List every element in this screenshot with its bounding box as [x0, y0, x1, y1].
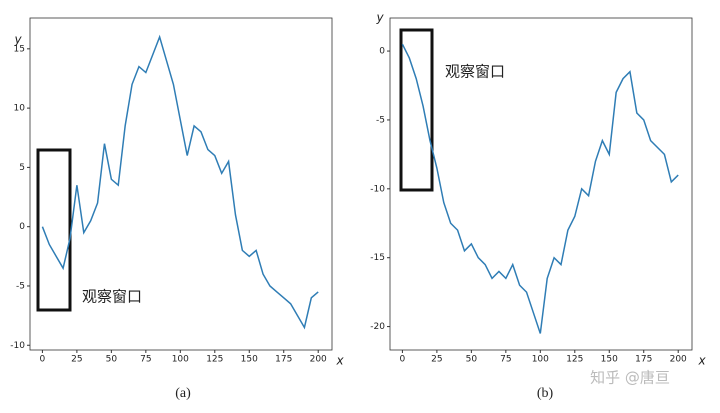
line — [401, 43, 679, 334]
y-tick-label: -15 — [370, 253, 385, 263]
y-tick-label: 0 — [379, 47, 385, 57]
caption: (a) — [175, 386, 191, 401]
x-tick-label: 100 — [532, 355, 549, 365]
window-box — [36, 148, 72, 312]
x-tick-label: 125 — [566, 355, 583, 365]
annotation: 观察窗口 — [82, 288, 142, 306]
y-tick-label: -20 — [370, 322, 385, 332]
y-tick-label: -5 — [376, 115, 385, 125]
plot-frame — [389, 17, 693, 351]
x-tick-label: 25 — [71, 355, 82, 365]
x-tick-label: 50 — [106, 355, 118, 365]
x-tick-label: 200 — [310, 355, 327, 365]
y-tick-label: -10 — [10, 341, 25, 351]
y-tick-label: 15 — [14, 44, 25, 54]
x-tick-label: 150 — [241, 355, 258, 365]
caption: (b) — [537, 386, 554, 401]
x-axis-label: x — [335, 354, 344, 368]
x-tick-label: 75 — [500, 355, 511, 365]
x-tick-label: 0 — [400, 355, 406, 365]
y-tick-label: 0 — [19, 222, 25, 232]
x-tick-label: 200 — [670, 355, 687, 365]
plot-frame — [29, 17, 333, 351]
x-tick-label: 100 — [172, 355, 189, 365]
y-tick-label: -10 — [370, 184, 385, 194]
x-axis-label: x — [697, 354, 706, 368]
x-tick-label: 75 — [140, 355, 151, 365]
y-axis-label: y — [375, 11, 384, 25]
y-axis-label: y — [13, 33, 22, 47]
x-tick-label: 125 — [206, 355, 223, 365]
x-tick-label: 175 — [275, 355, 292, 365]
y-tick-label: 10 — [14, 104, 26, 114]
x-tick-label: 50 — [466, 355, 478, 365]
y-tick-label: 5 — [19, 163, 25, 173]
x-tick-label: 0 — [40, 355, 46, 365]
y-tick-label: -5 — [16, 281, 25, 291]
line — [41, 34, 319, 330]
x-tick-label: 150 — [601, 355, 618, 365]
watermark: 知乎 @唐亘 — [590, 369, 670, 387]
annotation: 观察窗口 — [445, 63, 505, 81]
x-tick-label: 175 — [635, 355, 652, 365]
window-box — [399, 28, 434, 192]
x-tick-label: 25 — [431, 355, 442, 365]
